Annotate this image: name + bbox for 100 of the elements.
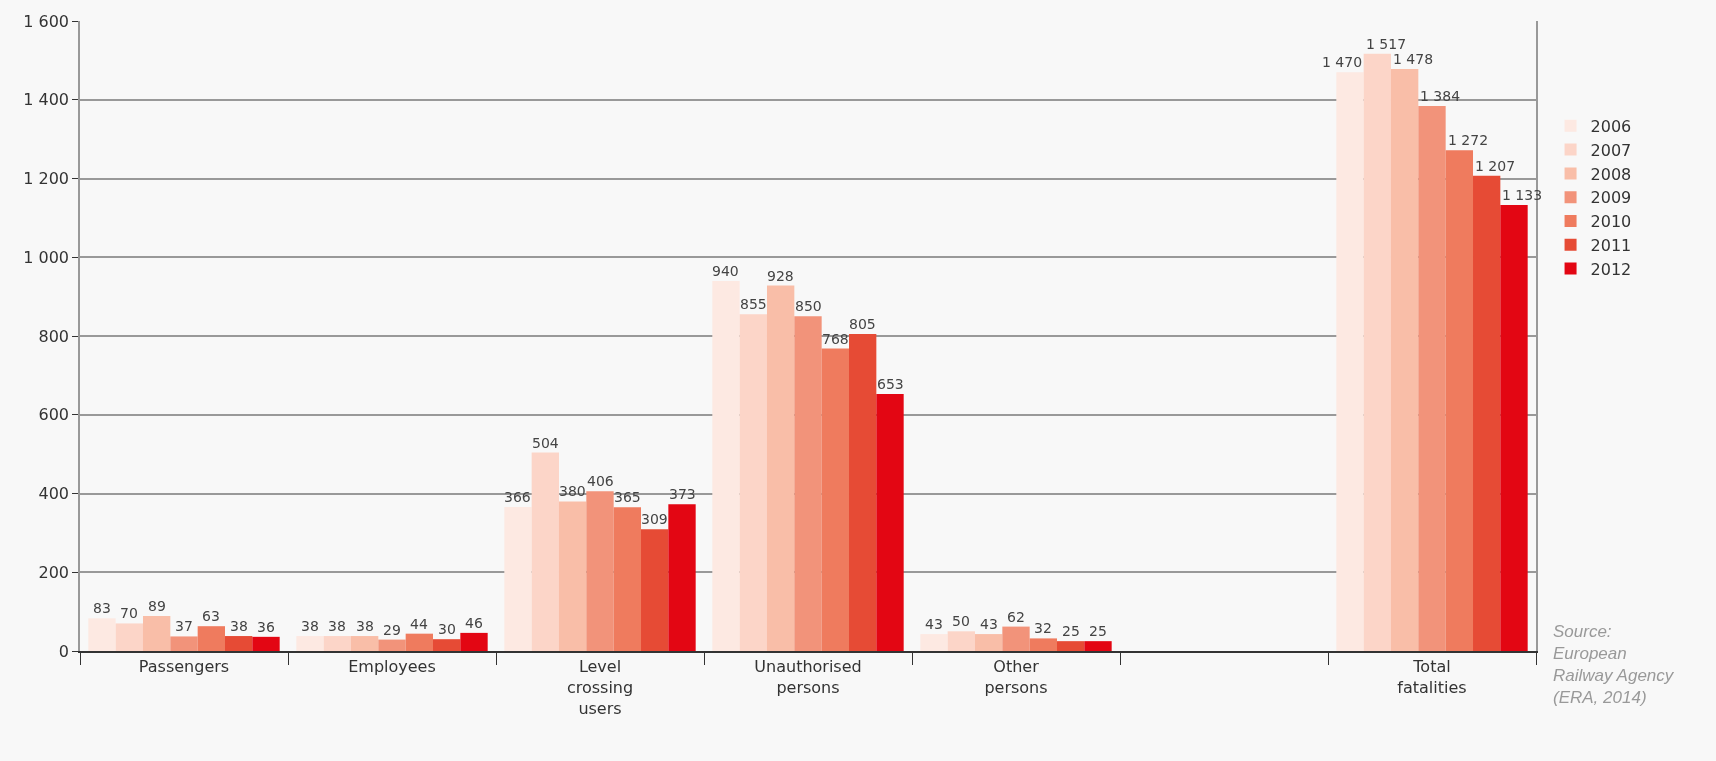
bar [225,636,253,651]
data-label: 366 [504,489,531,505]
legend-label: 2008 [1590,164,1632,184]
x-tick-label: Passengers [138,657,230,677]
source-note: Source: European Railway Agency (ERA, 2014) [1553,622,1675,708]
x-tick-label: Employees [348,657,436,677]
data-label: 44 [410,616,428,632]
bar [142,615,171,651]
data-label: 63 [202,608,220,624]
bar [170,636,198,651]
bar [504,506,532,651]
x-tick-label: Other persons [984,657,1048,697]
data-label: 25 [1089,623,1107,639]
data-label: 309 [641,511,668,527]
x-tick-label: Total fatalities [1397,657,1467,697]
bar [1002,626,1030,651]
bar [1084,641,1112,651]
bar [531,452,559,651]
bar [947,631,975,651]
data-label: 855 [740,296,767,312]
data-label: 83 [93,600,111,616]
x-tick-label: Level crossing users [566,657,634,718]
bar [1390,69,1419,651]
data-label: 1 272 [1448,132,1489,148]
data-label: 37 [175,618,193,634]
bar [1500,204,1528,651]
data-label: 43 [925,616,943,632]
legend-label: 2006 [1590,117,1632,137]
data-label: 1 517 [1366,36,1407,52]
bar [876,393,904,651]
data-label: 46 [465,615,483,631]
y-tick-label: 800 [38,326,70,346]
bar [849,334,877,651]
y-tick-label: 600 [38,405,70,425]
data-label: 62 [1007,609,1025,625]
data-label: 36 [257,619,275,635]
data-label: 70 [120,605,138,621]
legend-label: 2010 [1590,212,1632,232]
data-label: 373 [669,486,696,502]
y-tick-label: 1 200 [23,169,70,189]
bar [252,636,280,651]
data-label: 928 [767,268,794,284]
bar [712,280,740,651]
bar [668,504,696,651]
bar [558,501,587,651]
data-label: 38 [328,618,346,634]
bar [350,636,379,651]
data-label: 940 [712,263,739,279]
bar [1336,72,1364,651]
data-label: 38 [301,618,319,634]
legend-label: 2011 [1590,236,1632,256]
bar [378,639,406,651]
bar [1057,641,1085,651]
legend-label: 2007 [1590,140,1632,160]
data-label: 406 [587,473,614,489]
data-label: 38 [230,618,248,634]
data-label: 380 [559,483,586,499]
bar [1473,175,1501,651]
data-label: 504 [532,435,559,451]
bar [296,636,324,651]
bar [586,491,614,651]
data-label: 32 [1034,620,1052,636]
bar [1363,53,1391,651]
data-label: 89 [148,598,166,614]
data-label: 805 [849,316,876,332]
y-tick-label: 1 000 [23,247,70,267]
data-label: 850 [795,298,822,314]
data-label: 768 [822,331,849,347]
data-label: 1 207 [1475,158,1516,174]
bar [613,507,642,651]
x-tick-label: Unauthorised persons [754,657,862,697]
y-tick-label: 400 [38,484,70,504]
data-label: 365 [614,489,641,505]
bar [460,632,488,651]
data-label: 1 133 [1502,187,1543,203]
data-label: 50 [952,613,970,629]
data-label: 1 384 [1420,88,1461,104]
bar [920,634,948,651]
data-label: 43 [980,616,998,632]
bar [821,348,850,651]
bar [115,623,143,651]
bar [1029,638,1058,651]
bar [323,636,351,651]
bar [974,634,1003,651]
bar [641,529,669,651]
data-label: 25 [1062,623,1080,639]
legend-label: 2012 [1590,259,1632,279]
data-label: 29 [383,622,401,638]
bar [405,633,434,651]
data-label: 1 470 [1322,54,1363,70]
data-label: 1 478 [1393,51,1434,67]
data-label: 38 [356,618,374,634]
bar [794,316,822,651]
y-tick-label: 0 [58,641,70,661]
bar [197,626,226,651]
legend-label: 2009 [1590,188,1632,208]
data-label: 30 [438,621,456,637]
bar [766,285,795,651]
bar [1445,150,1474,651]
bar [88,618,116,651]
